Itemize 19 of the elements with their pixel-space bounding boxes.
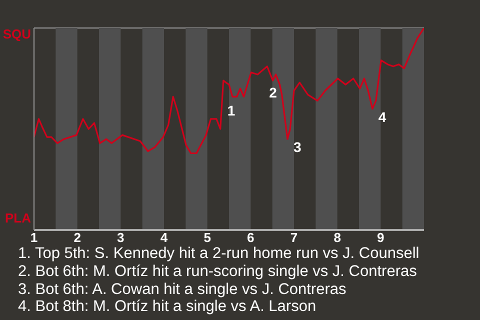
x-tick-label: 9 <box>377 230 384 245</box>
x-tick-label: 7 <box>290 230 298 245</box>
annotation: 2 <box>269 84 278 101</box>
x-tick-label: 4 <box>160 230 168 245</box>
x-tick-label: 8 <box>334 230 341 245</box>
x-tick-label: 5 <box>204 230 211 245</box>
x-tick-label: 3 <box>117 230 124 245</box>
text: 3. Bot 6th: A. Cowan hit a single vs J. Contreras <box>18 280 348 298</box>
annotation: 3 <box>294 139 302 156</box>
text: 1. Top 5th: S. Kennedy hit a 2-run home run vs J. Counsell <box>18 245 420 263</box>
text: 2. Bot 6th: M. Ortíz hit a run-scoring single vs J. Contreras <box>18 262 418 281</box>
annotation: 4 <box>378 108 386 125</box>
x-tick-label: 2 <box>74 230 81 245</box>
text: PLA <box>5 210 32 226</box>
text: 4. Bot 8th: M. Ortíz hit a single vs A. Larson <box>18 298 318 316</box>
text: SQU <box>2 26 31 42</box>
x-tick-label: 1 <box>30 230 38 245</box>
x-tick-label: 6 <box>247 230 254 245</box>
annotation: 1 <box>227 102 236 119</box>
